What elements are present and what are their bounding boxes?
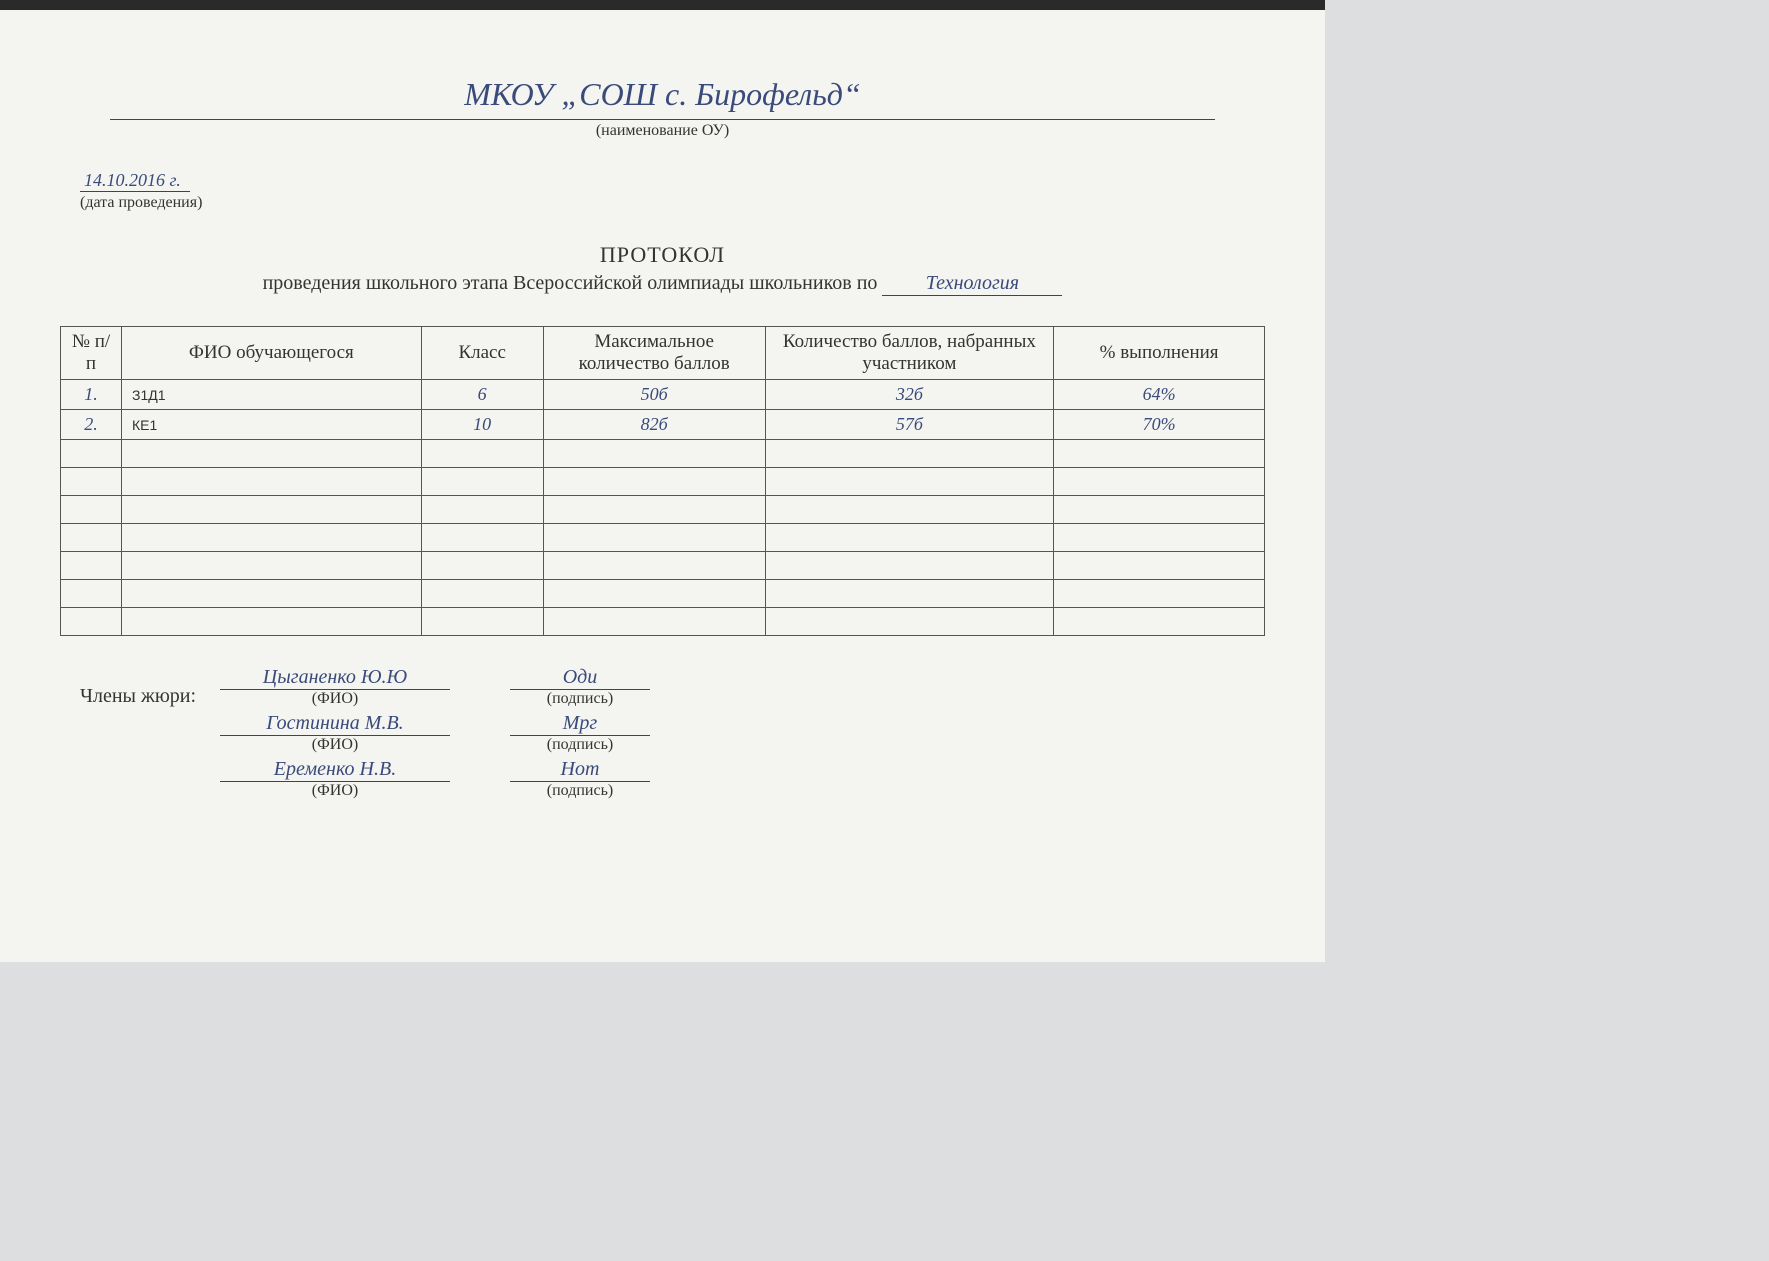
jury-name-col: Цыганенко Ю.Ю (ФИО) (220, 666, 450, 708)
table-row-empty (61, 468, 1265, 496)
jury-row: Члены жюри: Цыганенко Ю.Ю (ФИО) Оди (под… (80, 666, 1265, 708)
cell-num: 2. (61, 410, 122, 440)
document-content: МКОУ „СОШ с. Бирофельд“ (наименование ОУ… (60, 40, 1265, 942)
jury-signature-caption: (подпись) (510, 690, 650, 708)
protocol-subtitle-prefix: проведения школьного этапа Всероссийской… (263, 272, 883, 294)
cell-score: 57б (765, 410, 1054, 440)
school-name-field: МКОУ „СОШ с. Бирофельд“ (110, 80, 1215, 120)
cell-pct: 64% (1054, 380, 1265, 410)
col-header-pct: % выполнения (1054, 327, 1265, 380)
jury-sig-col: Мрг (подпись) (510, 712, 650, 754)
cell-name: З1Д1 (122, 380, 422, 410)
protocol-title: ПРОТОКОЛ (60, 242, 1265, 268)
jury-member-signature: Нот (510, 758, 650, 782)
jury-name-caption: (ФИО) (220, 690, 450, 708)
jury-name-col: Еременко Н.В. (ФИО) (220, 758, 450, 800)
jury-name-caption: (ФИО) (220, 782, 450, 800)
jury-member-name: Гостинина М.В. (220, 712, 450, 736)
cell-class: 10 (421, 410, 543, 440)
date-handwritten: 14.10.2016 г. (80, 170, 190, 192)
cell-pct: 70% (1054, 410, 1265, 440)
table-body: 1.З1Д1650б32б64%2.КЕ11082б57б70% (61, 380, 1265, 636)
table-row-empty (61, 440, 1265, 468)
protocol-subtitle: проведения школьного этапа Всероссийской… (60, 272, 1265, 296)
jury-signature-caption: (подпись) (510, 736, 650, 754)
jury-label: Члены жюри: (80, 685, 220, 708)
table-header-row: № п/п ФИО обучающегося Класс Максимально… (61, 327, 1265, 380)
table-row-empty (61, 552, 1265, 580)
jury-sig-col: Нот (подпись) (510, 758, 650, 800)
results-table: № п/п ФИО обучающегося Класс Максимально… (60, 326, 1265, 636)
table-row-empty (61, 580, 1265, 608)
school-name-caption: (наименование ОУ) (60, 122, 1265, 140)
date-block: 14.10.2016 г. (дата проведения) (80, 170, 1265, 212)
col-header-name: ФИО обучающегося (122, 327, 422, 380)
jury-row: Гостинина М.В. (ФИО) Мрг (подпись) (80, 712, 1265, 754)
col-header-score: Количество баллов, набранных участником (765, 327, 1054, 380)
cell-max: 82б (543, 410, 765, 440)
table-row: 1.З1Д1650б32б64% (61, 380, 1265, 410)
jury-name-col: Гостинина М.В. (ФИО) (220, 712, 450, 754)
jury-member-signature: Оди (510, 666, 650, 690)
table-row-empty (61, 496, 1265, 524)
jury-name-caption: (ФИО) (220, 736, 450, 754)
jury-sig-col: Оди (подпись) (510, 666, 650, 708)
jury-signature-caption: (подпись) (510, 782, 650, 800)
cell-name: КЕ1 (122, 410, 422, 440)
table-row-empty (61, 608, 1265, 636)
scanned-page: МКОУ „СОШ с. Бирофельд“ (наименование ОУ… (0, 0, 1325, 962)
cell-class: 6 (421, 380, 543, 410)
col-header-num: № п/п (61, 327, 122, 380)
jury-member-name: Еременко Н.В. (220, 758, 450, 782)
jury-member-name: Цыганенко Ю.Ю (220, 666, 450, 690)
cell-max: 50б (543, 380, 765, 410)
cell-num: 1. (61, 380, 122, 410)
col-header-max: Максимальное количество баллов (543, 327, 765, 380)
table-row-empty (61, 524, 1265, 552)
table-row: 2.КЕ11082б57б70% (61, 410, 1265, 440)
jury-member-signature: Мрг (510, 712, 650, 736)
cell-score: 32б (765, 380, 1054, 410)
col-header-class: Класс (421, 327, 543, 380)
jury-row: Еременко Н.В. (ФИО) Нот (подпись) (80, 758, 1265, 800)
subject-handwritten: Технология (882, 272, 1062, 296)
date-caption: (дата проведения) (80, 194, 1265, 212)
school-name-handwritten: МКОУ „СОШ с. Бирофельд“ (464, 76, 861, 112)
jury-block: Члены жюри: Цыганенко Ю.Ю (ФИО) Оди (под… (80, 666, 1265, 800)
